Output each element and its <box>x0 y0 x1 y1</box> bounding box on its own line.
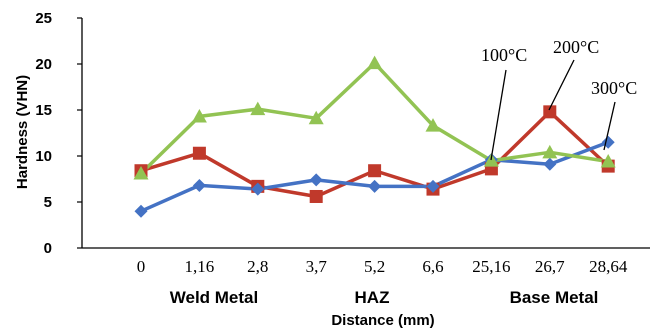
data-point-100c <box>543 157 557 171</box>
x-tick-labels: 0 1,16 2,8 3,7 5,2 6,6 25,16 26,7 28,64 <box>137 257 628 276</box>
y-tick-label: 25 <box>35 10 52 27</box>
x-tick-label: 5,2 <box>364 257 385 276</box>
data-point-300c <box>308 110 324 125</box>
series-markers <box>133 55 616 218</box>
data-point-300c <box>367 55 383 70</box>
annotation-leader-300c <box>603 101 616 151</box>
annotation-200c: 200°C <box>553 37 599 57</box>
x-tick-label: 6,6 <box>422 257 443 276</box>
data-point-100c <box>426 179 440 193</box>
data-point-200c <box>192 146 206 160</box>
data-point-100c <box>192 178 206 192</box>
data-point-300c <box>250 101 266 116</box>
region-label-base-metal: Base Metal <box>510 288 599 307</box>
x-tick-label: 26,7 <box>535 257 565 276</box>
x-axis-title: Distance (mm) <box>331 312 434 329</box>
data-point-300c <box>600 154 616 168</box>
data-point-100c <box>134 204 148 218</box>
y-tick-label: 20 <box>35 56 52 73</box>
y-tick-label: 0 <box>44 240 52 257</box>
annotation-100c: 100°C <box>481 45 527 65</box>
y-tick-label: 5 <box>44 194 52 211</box>
data-point-300c <box>542 144 558 159</box>
data-point-200c <box>309 189 323 203</box>
data-point-300c <box>133 165 149 180</box>
y-tick-labels: 0 5 10 15 20 25 <box>35 10 52 257</box>
data-point-100c <box>601 135 615 149</box>
x-tick-label: 25,16 <box>472 257 510 276</box>
y-tick-label: 10 <box>35 148 52 165</box>
series-line-300c <box>139 61 609 175</box>
annotation-300c: 300°C <box>591 78 637 98</box>
data-point-200c <box>368 164 382 178</box>
x-tick-label: 3,7 <box>306 257 328 276</box>
region-label-weld-metal: Weld Metal <box>170 288 258 307</box>
region-label-haz: HAZ <box>355 288 390 307</box>
annotation-leader-100c <box>490 69 507 161</box>
x-tick-label: 28,64 <box>589 257 628 276</box>
data-point-100c <box>251 182 265 196</box>
y-tick-label: 15 <box>35 102 52 119</box>
annotation-leader-200c <box>548 59 575 111</box>
plot-axes <box>77 17 650 249</box>
data-point-300c <box>425 118 441 132</box>
x-tick-label: 0 <box>137 257 146 276</box>
y-axis-title: Hardness (VHN) <box>14 75 31 189</box>
x-tick-label: 2,8 <box>247 257 268 276</box>
data-point-200c <box>543 105 557 119</box>
x-tick-label: 1,16 <box>185 257 215 276</box>
data-point-300c <box>191 108 207 123</box>
data-point-100c <box>309 173 323 187</box>
data-point-100c <box>368 179 382 193</box>
